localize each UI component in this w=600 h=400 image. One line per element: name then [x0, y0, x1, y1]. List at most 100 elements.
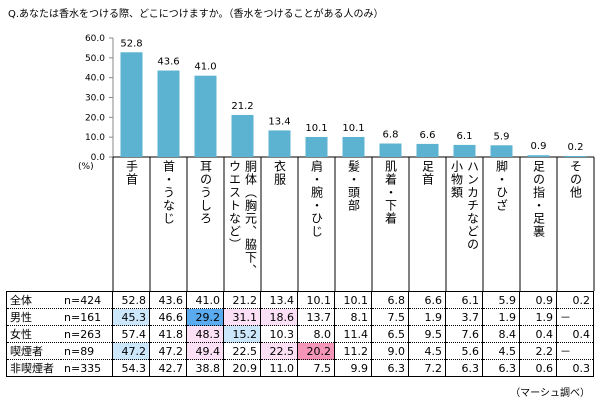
table-cell: 4.5 — [408, 342, 446, 360]
table-cell: 11.2 — [334, 342, 372, 360]
table-cell: 41.8 — [149, 325, 187, 343]
table-cell: 7.5 — [297, 359, 335, 377]
bar — [157, 70, 180, 157]
table-cell: 4.5 — [482, 342, 520, 360]
table-cell: 6.3 — [371, 359, 409, 377]
category-label-text: 衣服 — [272, 160, 287, 186]
table-row: 喫煙者 n=89 47.2 47.2 49.4 22.5 22.5 20.2 11.2 9.0 4.… — [6, 342, 594, 360]
category-label: ハンカチなどの 小物類 — [446, 160, 483, 291]
unit-label: (%) — [78, 162, 94, 172]
data-label: 13.4 — [268, 116, 290, 127]
table-cell: 47.2 — [112, 342, 150, 360]
table-cell: 38.8 — [186, 359, 224, 377]
y-tick-label: 40.0 — [85, 74, 105, 84]
row-sample-size: n=424 — [61, 291, 113, 309]
category-label-text: 肌着・下着 — [383, 160, 398, 225]
table-cell: 20.9 — [223, 359, 261, 377]
bars: 52.8 43.6 41.0 21.2 13.4 10.1 10.1 6.8 6.6 6.1 5.9… — [120, 38, 587, 157]
bar — [268, 130, 291, 157]
y-tick-label: 60.0 — [85, 34, 105, 44]
category-label: その他 — [557, 160, 594, 291]
table-cell: 7.2 — [408, 359, 446, 377]
category-label-text: 耳のうしろ — [198, 160, 213, 225]
question-title: Q.あなたは香水をつける際、どこにつけますか。（香水をつけることがある人のみ） — [8, 9, 384, 20]
table-cell: 10.1 — [297, 291, 335, 309]
data-label: 10.1 — [305, 123, 327, 134]
table-cell: 1.9 — [408, 308, 446, 326]
table-cell: 8.4 — [482, 325, 520, 343]
table-cell: 11.0 — [260, 359, 298, 377]
category-label: 首・うなじ — [150, 160, 187, 291]
row-sample-size: n=263 — [61, 325, 113, 343]
table-cell: 15.2 — [223, 325, 261, 343]
table-cell: 9.9 — [334, 359, 372, 377]
table-cell: 6.5 — [371, 325, 409, 343]
bar — [379, 143, 402, 157]
table-cell: 6.3 — [445, 359, 483, 377]
table-row: 非喫煙者 n=335 54.3 42.7 38.8 20.9 11.0 7.5 9.9 6.3 7.… — [6, 359, 594, 377]
y-tick-label: 0.0 — [91, 153, 106, 163]
table-cell: 18.6 — [260, 308, 298, 326]
row-sample-size: n=335 — [61, 359, 113, 377]
y-tick-label: 10.0 — [85, 133, 105, 143]
bar — [305, 136, 328, 157]
bar — [231, 114, 254, 157]
category-label-text: 足首 — [420, 160, 435, 186]
category-label-text: 脚・ひざ — [494, 160, 509, 212]
data-label: 43.6 — [157, 57, 179, 68]
table-row: 女性 n=263 57.4 41.8 48.3 15.2 10.3 8.0 11.4 6.5 9.5… — [6, 325, 594, 343]
data-label: 21.2 — [231, 101, 253, 112]
table-cell: 45.3 — [112, 308, 150, 326]
table-cell: 49.4 — [186, 342, 224, 360]
table-cell: 20.2 — [297, 342, 335, 360]
table-cell: 2.2 — [519, 342, 557, 360]
category-label-text: 髪・頭部 — [346, 160, 361, 212]
table-cell: 13.4 — [260, 291, 298, 309]
row-sample-size: n=89 — [61, 342, 113, 360]
category-label: 髪・頭部 — [335, 160, 372, 291]
crosstab-table: 全体 n=424 52.8 43.6 41.0 21.2 13.4 10.1 10.1 6.8 6.… — [6, 291, 594, 377]
table-cell: 29.2 — [186, 308, 224, 326]
table-cell: 10.3 — [260, 325, 298, 343]
table-cell: 10.1 — [334, 291, 372, 309]
data-label: 52.8 — [120, 38, 142, 49]
category-label: 肩・腕・ひじ — [298, 160, 335, 291]
table-cell: 7.6 — [445, 325, 483, 343]
category-label-text: ハンカチなどの — [465, 160, 480, 251]
source-note: （マーシュ調べ） — [510, 388, 590, 399]
table-cell: 0.4 — [556, 325, 594, 343]
table-cell: 47.2 — [149, 342, 187, 360]
category-label-text: 足の指・足裏 — [531, 160, 546, 238]
category-label: 手首 — [113, 160, 150, 291]
category-label: 脚・ひざ — [483, 160, 520, 291]
data-label: 0.2 — [568, 142, 584, 153]
bar — [194, 75, 217, 157]
bar — [527, 155, 550, 157]
table-cell: 0.9 — [519, 291, 557, 309]
category-grid — [112, 157, 595, 291]
category-label-text: 胴体（胸元、脇下、 — [243, 160, 258, 277]
table-cell: 6.3 — [482, 359, 520, 377]
row-group-label: 男性 — [6, 308, 61, 326]
y-tick-label: 30.0 — [85, 94, 105, 104]
y-tick-label: 50.0 — [85, 54, 105, 64]
table-cell: 41.0 — [186, 291, 224, 309]
table-cell: － — [556, 308, 594, 326]
table-cell: 43.6 — [149, 291, 187, 309]
table-cell: 6.8 — [371, 291, 409, 309]
bar — [490, 145, 513, 157]
data-label: 6.1 — [457, 131, 473, 142]
category-label-text: 手首 — [124, 160, 139, 186]
data-label: 5.9 — [494, 131, 510, 142]
table-cell: 31.1 — [223, 308, 261, 326]
table-cell: 0.3 — [556, 359, 594, 377]
table-cell: 1.9 — [482, 308, 520, 326]
category-label: 耳のうしろ — [187, 160, 224, 291]
data-label: 41.0 — [194, 62, 216, 73]
table-row: 男性 n=161 45.3 46.6 29.2 31.1 18.6 13.7 8.1 7.5 1.9… — [6, 308, 594, 326]
table-cell: 22.5 — [260, 342, 298, 360]
bar-chart: 0.0 10.0 20.0 30.0 40.0 50.0 60.0 52.8 43.6 41.0… — [85, 34, 595, 291]
bar — [342, 136, 365, 157]
data-label: 0.9 — [531, 141, 547, 152]
bar — [564, 156, 587, 157]
